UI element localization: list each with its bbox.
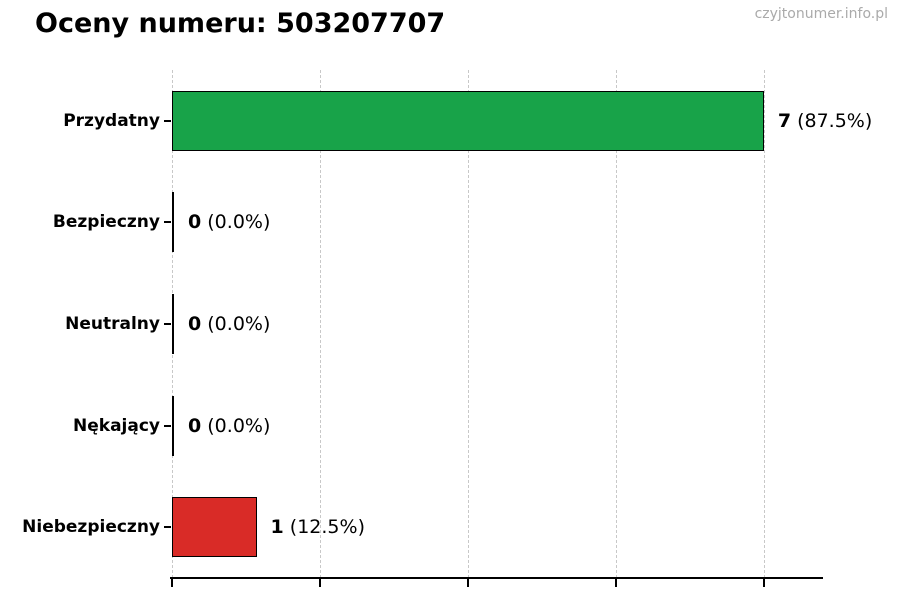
value-count: 0 — [188, 211, 202, 234]
bar-row: Neutralny 0 (0.0%) — [65, 273, 823, 375]
category-label: Przydatny — [63, 110, 160, 131]
x-axis-tick — [762, 579, 765, 587]
x-axis-tick — [614, 579, 617, 587]
value-count: 0 — [188, 414, 202, 437]
chart-title: Oceny numeru: 503207707 — [35, 8, 446, 39]
bar — [172, 497, 257, 558]
category-label: Neutralny — [65, 313, 160, 334]
gridline — [763, 70, 765, 578]
bar — [172, 293, 174, 354]
value-label: 0 (0.0%) — [188, 313, 270, 335]
bar — [172, 395, 174, 456]
value-label: 0 (0.0%) — [188, 211, 270, 233]
value-count: 7 — [777, 109, 792, 132]
value-percent: (0.0%) — [201, 312, 271, 335]
y-axis-tick — [164, 322, 171, 325]
x-axis-tick — [171, 579, 173, 587]
y-axis-tick — [164, 424, 171, 427]
y-axis-tick — [164, 119, 171, 122]
bar-chart: Przydatny 7 (87.5%) Bezpieczny 0 (0.0%) Neut… — [22, 70, 872, 587]
watermark-text: czyjtonumer.info.pl — [754, 6, 888, 22]
value-label: 7 (87.5%) — [778, 110, 872, 132]
value-label: 1 (12.5%) — [271, 516, 365, 538]
x-axis-tick — [318, 579, 321, 587]
value-count: 0 — [188, 312, 202, 335]
category-label: Niebezpieczny — [22, 517, 160, 538]
bar — [172, 192, 174, 253]
y-axis-tick — [164, 526, 171, 529]
bar — [172, 90, 764, 151]
bar-row: Bezpieczny 0 (0.0%) — [53, 172, 823, 274]
value-percent: (12.5%) — [283, 516, 365, 539]
value-percent: (0.0%) — [201, 211, 271, 234]
bar-row: Niebezpieczny 1 (12.5%) — [22, 476, 823, 578]
value-percent: (0.0%) — [201, 414, 271, 437]
bar-row: Przydatny 7 (87.5%) — [63, 70, 872, 172]
gridline — [615, 70, 617, 578]
bars-layer: Przydatny 7 (87.5%) Bezpieczny 0 (0.0%) Neut… — [22, 70, 872, 578]
bar-row: Nękający 0 (0.0%) — [73, 375, 823, 477]
category-label: Bezpieczny — [52, 212, 160, 233]
y-axis-tick — [164, 221, 171, 224]
value-percent: (87.5%) — [791, 109, 873, 132]
x-axis-line — [170, 577, 823, 579]
category-label: Nękający — [73, 415, 160, 436]
gridline — [467, 70, 469, 578]
value-label: 0 (0.0%) — [188, 415, 270, 437]
gridline — [319, 70, 321, 578]
x-axis-tick — [466, 579, 469, 587]
value-count: 1 — [270, 516, 284, 539]
